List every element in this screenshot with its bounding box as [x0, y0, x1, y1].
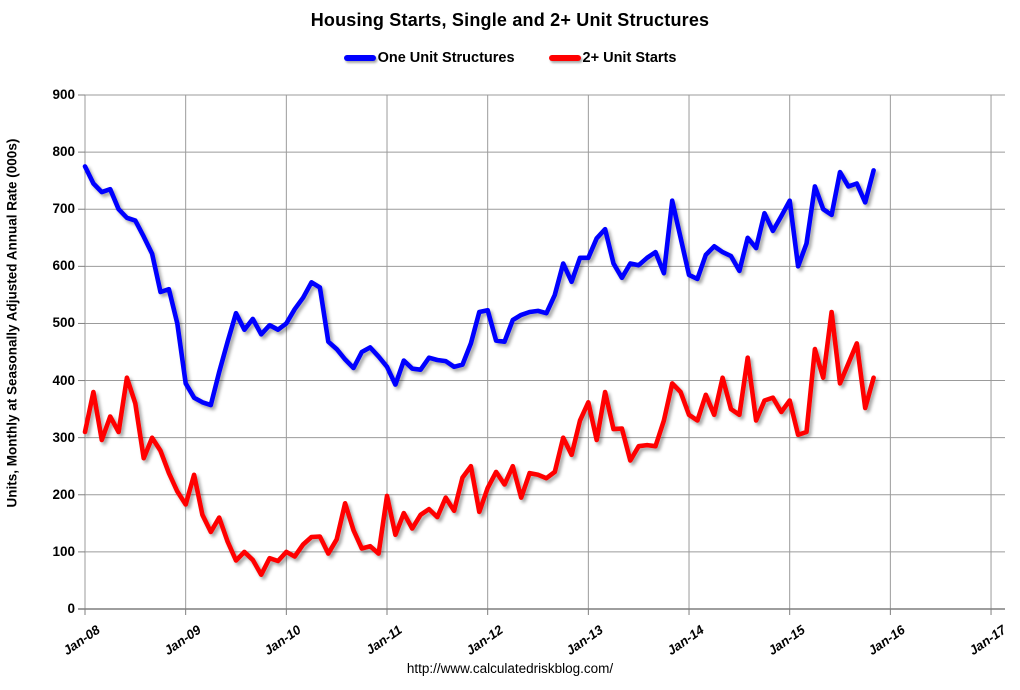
legend-item-one-unit: One Unit Structures	[343, 50, 515, 66]
y-tick-label: 0	[67, 601, 75, 616]
axes	[78, 94, 1005, 615]
chart-title: Housing Starts, Single and 2+ Unit Struc…	[310, 10, 710, 30]
legend-label-2plus-unit: 2+ Unit Starts	[582, 50, 677, 66]
legend-label-one-unit: One Unit Structures	[377, 50, 515, 66]
y-tick-label: 700	[52, 201, 75, 217]
y-tick-label: 500	[52, 315, 75, 331]
y-tick-label: 200	[52, 486, 75, 502]
y-tick-label: 900	[52, 87, 75, 102]
2plus-unit-line-swatch-icon	[548, 55, 581, 61]
footer-url: http://www.calculatedriskblog.com/	[406, 661, 614, 676]
one-unit-line-swatch-icon	[343, 55, 376, 61]
y-tick-label: 600	[52, 258, 75, 274]
y-tick-label: 400	[52, 372, 75, 388]
series-line-one-unit	[82, 164, 876, 408]
chart-legend: One Unit Structures 2+ Unit Starts	[0, 50, 1020, 66]
y-tick-label: 800	[52, 144, 75, 160]
series-line-2plus-unit	[82, 309, 876, 578]
y-tick-label: 100	[52, 543, 75, 559]
y-tick-label: 300	[52, 429, 75, 445]
gridlines	[84, 94, 1005, 610]
legend-item-2plus-unit: 2+ Unit Starts	[548, 50, 677, 66]
data-series-lines	[82, 164, 876, 578]
